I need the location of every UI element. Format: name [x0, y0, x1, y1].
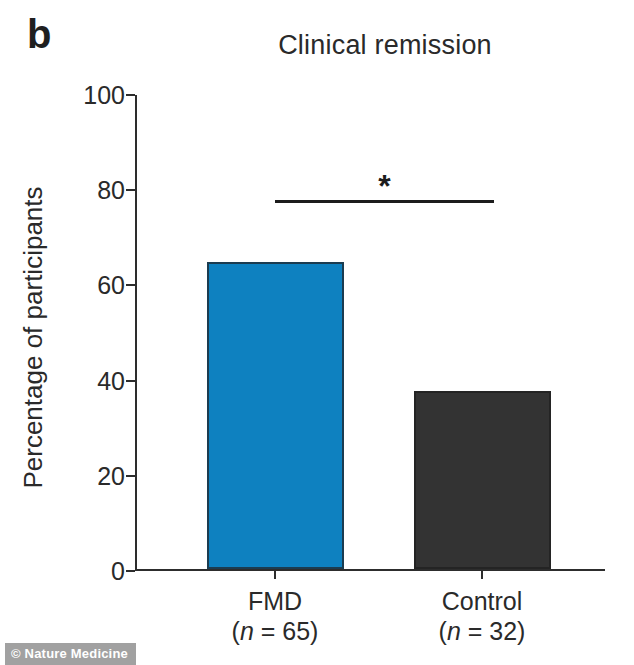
chart-title: Clinical remission: [135, 30, 634, 61]
y-axis-tick-label: 0: [65, 559, 125, 584]
y-axis-tick: [126, 570, 135, 572]
x-axis-tick: [274, 571, 276, 579]
watermark-nature-medicine: © Nature Medicine: [5, 643, 136, 665]
y-axis-tick-label: 60: [65, 273, 125, 298]
figure-panel-b: b Clinical remission Percentage of parti…: [0, 0, 634, 665]
y-axis-tick: [126, 380, 135, 382]
y-axis-tick: [126, 94, 135, 96]
y-axis-label: Percentage of participants: [18, 100, 49, 576]
bar-control: [414, 391, 551, 570]
y-axis-tick-label: 80: [65, 178, 125, 203]
plot-area: 020406080100FMD(n = 65)Control(n = 32)*: [135, 95, 605, 571]
bar-fmd: [207, 262, 344, 569]
x-axis-label-fmd: FMD(n = 65): [175, 587, 375, 646]
y-axis-tick-label: 100: [65, 83, 125, 108]
category-sample-size: (n = 32): [382, 617, 582, 647]
y-axis-tick-label: 40: [65, 369, 125, 394]
x-axis-label-control: Control(n = 32): [382, 587, 582, 646]
x-axis-tick: [481, 571, 483, 579]
category-name: FMD: [175, 587, 375, 617]
y-axis-tick: [126, 189, 135, 191]
panel-label: b: [27, 14, 51, 54]
significance-asterisk: *: [378, 170, 390, 202]
y-axis-tick-label: 20: [65, 464, 125, 489]
y-axis-tick: [126, 284, 135, 286]
y-axis-tick: [126, 475, 135, 477]
category-sample-size: (n = 65): [175, 617, 375, 647]
category-name: Control: [382, 587, 582, 617]
